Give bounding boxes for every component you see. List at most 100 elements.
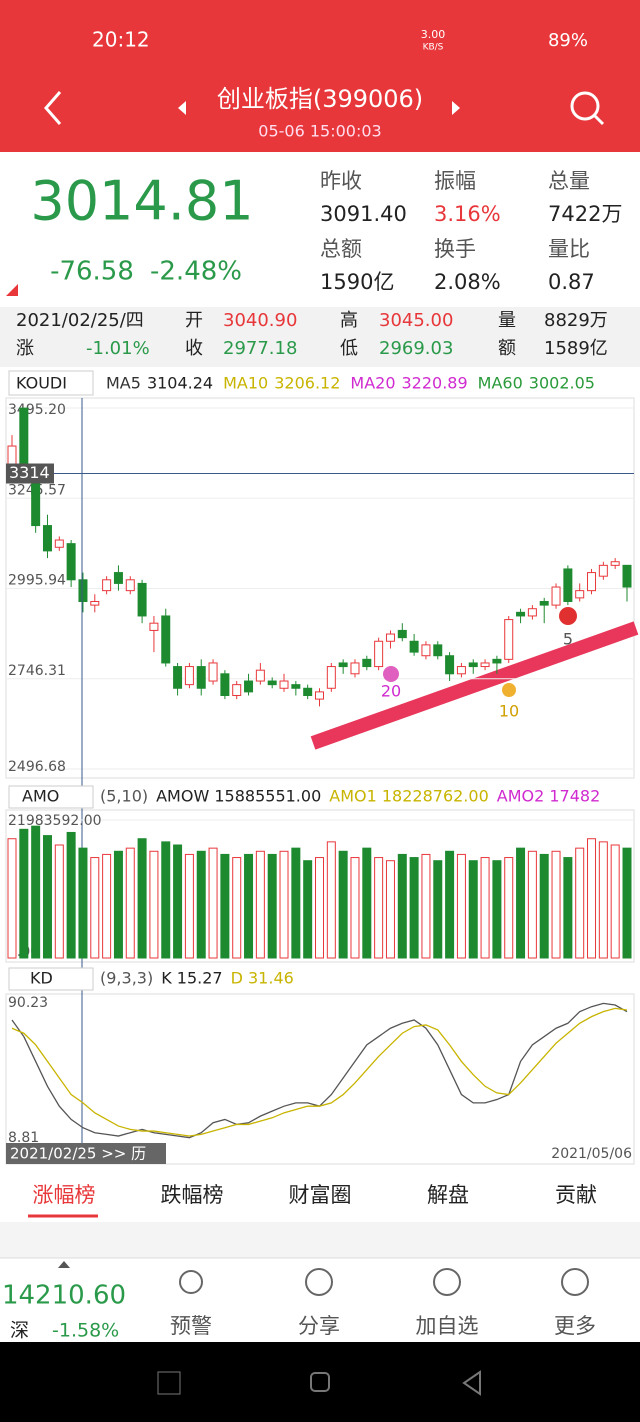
- icon-add[interactable]: [433, 1268, 461, 1296]
- candle-body: [421, 644, 431, 657]
- day-high-label: 高: [340, 310, 358, 331]
- volume-bar: [362, 847, 372, 959]
- candle-body: [113, 572, 123, 584]
- candle-body: [90, 600, 100, 606]
- day-close: 2977.18: [223, 338, 297, 359]
- candle-body: [362, 658, 372, 668]
- volume-bar: [232, 857, 242, 959]
- candle-body: [279, 680, 289, 689]
- y-tick-label: 2496.68: [8, 759, 66, 775]
- icon-more[interactable]: [561, 1268, 589, 1296]
- candle-body: [31, 478, 41, 527]
- tab[interactable]: 跌幅榜: [161, 1183, 224, 1207]
- volume-bar: [516, 847, 526, 959]
- candle-body: [267, 680, 277, 686]
- clock: 20:12: [92, 28, 150, 52]
- volume-bar: [42, 835, 52, 959]
- candle-body: [125, 579, 135, 592]
- candle-body: [492, 658, 502, 664]
- nav-menu[interactable]: [157, 1371, 181, 1395]
- volume-bar: [492, 860, 502, 959]
- volume-bar: [315, 857, 324, 959]
- candle-body: [456, 666, 466, 675]
- nav-back[interactable]: [462, 1370, 481, 1396]
- volume-bar: [244, 853, 254, 959]
- ma-name: MA20: [350, 374, 395, 393]
- action[interactable]: 预警: [170, 1314, 212, 1338]
- candle-body: [587, 572, 597, 592]
- candle-body: [220, 673, 230, 696]
- candle-body: [385, 633, 395, 642]
- ma-value: 3220.89: [402, 374, 468, 393]
- action[interactable]: 分享: [298, 1314, 340, 1338]
- tab[interactable]: 财富圈: [289, 1183, 352, 1207]
- tab[interactable]: 涨幅榜: [33, 1183, 96, 1207]
- action[interactable]: 加自选: [416, 1314, 479, 1338]
- icon-share[interactable]: [305, 1268, 333, 1296]
- cursor-label-bg: [6, 463, 54, 484]
- candle-body: [338, 662, 348, 668]
- kd-selector[interactable]: [8, 967, 94, 991]
- back-button[interactable]: [44, 91, 62, 125]
- icon-alert[interactable]: [179, 1270, 203, 1294]
- action[interactable]: 更多: [554, 1314, 596, 1338]
- marker: [559, 607, 577, 625]
- candle-body: [563, 568, 573, 602]
- tab[interactable]: 贡献: [555, 1183, 597, 1207]
- candle-body: [42, 525, 52, 552]
- battery: 89%: [548, 30, 588, 51]
- y-tick-label: 2995.94: [8, 573, 66, 589]
- day-high: 3045.00: [379, 310, 453, 331]
- index-value: 14210.60: [2, 1281, 126, 1311]
- change: -76.58: [50, 257, 134, 287]
- index-name: 深: [10, 1320, 29, 1342]
- volume-bar: [539, 853, 549, 959]
- volume-bar: [267, 853, 277, 959]
- volume-bar: [196, 850, 206, 959]
- ma-name: MA60: [478, 374, 523, 393]
- search-button[interactable]: [570, 91, 600, 121]
- volume-bar: [54, 844, 64, 959]
- candle-body: [350, 662, 360, 675]
- y-tick-label: 2746.31: [8, 663, 66, 679]
- amo-amow: AMOW 15885551.00: [156, 787, 321, 806]
- candle-body: [66, 543, 76, 581]
- candle-body: [78, 579, 88, 602]
- candle-body: [622, 564, 632, 588]
- volume-bar: [125, 847, 135, 959]
- day-amt: 1589亿: [544, 338, 608, 359]
- nav-bar: [0, 1342, 640, 1422]
- amo-selector[interactable]: [8, 785, 94, 809]
- cursor-label: 3314: [9, 463, 50, 482]
- volume-bar: [113, 850, 123, 959]
- up-caret: [58, 1261, 70, 1268]
- candle-body: [291, 684, 301, 689]
- stat-label: 昨收: [320, 169, 362, 193]
- marker: [502, 683, 516, 697]
- amo-max: 21983592.00: [8, 813, 102, 829]
- volume-bar: [527, 850, 537, 959]
- kd-name: KD: [30, 969, 53, 988]
- amo-frame: [5, 809, 635, 963]
- tab[interactable]: 解盘: [427, 1183, 469, 1207]
- day-close-label: 收: [185, 338, 203, 359]
- day-low-label: 低: [340, 338, 358, 359]
- stat-label: 量比: [548, 237, 590, 261]
- stat-label: 换手: [434, 237, 476, 261]
- volume-bar: [622, 847, 632, 959]
- volume-bar: [102, 853, 112, 959]
- candle-body: [374, 640, 384, 668]
- candle-body: [102, 579, 112, 592]
- volume-bar: [456, 853, 466, 959]
- volume-bar: [220, 853, 230, 959]
- amo-name: AMO: [22, 787, 59, 806]
- day-vol-label: 量: [498, 310, 516, 331]
- indicator-selector[interactable]: [8, 370, 94, 396]
- volume-bar: [7, 838, 17, 959]
- subtitle: 05-06 15:00:03: [258, 122, 381, 141]
- candle-body: [19, 407, 29, 472]
- nav-home[interactable]: [310, 1372, 330, 1392]
- title: 创业板指(399006): [217, 85, 423, 113]
